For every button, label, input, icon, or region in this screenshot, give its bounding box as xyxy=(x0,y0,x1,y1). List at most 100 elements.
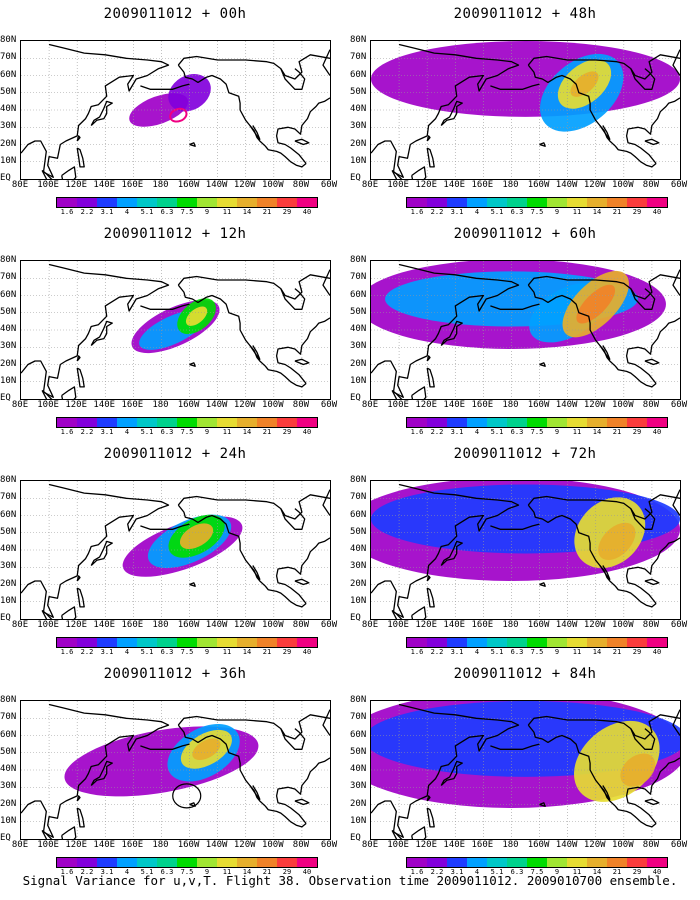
coastline xyxy=(599,565,611,580)
coastline xyxy=(426,807,435,828)
lat-tick-label: 30N xyxy=(350,561,367,572)
coastline xyxy=(294,578,310,586)
coastline xyxy=(76,355,81,362)
colorbar-label: 1.6 xyxy=(60,428,74,436)
lon-tick-label: 160E xyxy=(471,840,494,850)
lon-tick-label: 100E xyxy=(37,620,59,630)
lat-tick-label: 10N xyxy=(0,815,17,826)
coastline xyxy=(672,489,680,516)
coastline xyxy=(76,367,85,388)
lon-tick-label: 100W xyxy=(261,620,284,630)
map-svg xyxy=(371,261,680,399)
variance-contour xyxy=(185,306,208,326)
lon-tick-label: 180 xyxy=(502,180,519,190)
colorbar-swatch xyxy=(217,638,237,647)
colorbar-label: 7.5 xyxy=(180,208,194,216)
colorbar-swatch xyxy=(177,198,197,207)
coastline xyxy=(76,147,85,168)
colorbar-label: 7.5 xyxy=(530,208,544,216)
lon-tick-label: 80E xyxy=(361,840,379,850)
lat-tick-label: 30N xyxy=(350,341,367,352)
colorbar-swatch xyxy=(57,638,77,647)
lat-tick-label: 20N xyxy=(350,798,367,809)
colorbar-swatch xyxy=(467,198,487,207)
coastline xyxy=(322,489,330,516)
colorbar-label: 1.6 xyxy=(60,648,74,656)
colorbar-swatch xyxy=(217,418,237,427)
colorbar-label: 6.3 xyxy=(510,428,524,436)
coastline xyxy=(371,263,520,398)
lon-tick-label: 120W xyxy=(233,400,256,410)
colorbar-label: 1.6 xyxy=(60,208,74,216)
figure-caption: Signal Variance for u,v,T. Flight 38. Ob… xyxy=(22,873,678,888)
coastline xyxy=(644,798,660,806)
colorbar-label: 9 xyxy=(204,648,210,656)
coastline xyxy=(644,138,660,146)
coastline xyxy=(61,606,77,619)
lon-tick-label: 60W xyxy=(320,180,338,190)
lon-tick-label: 140E xyxy=(93,840,116,850)
lon-tick-label: 60W xyxy=(670,620,688,630)
coastline xyxy=(177,504,307,608)
lon-tick-label: 140E xyxy=(93,180,116,190)
colorbar-label: 40 xyxy=(302,648,312,656)
colorbar-swatch xyxy=(487,418,507,427)
colorbar-swatch xyxy=(177,418,197,427)
colorbar-swatch xyxy=(237,418,257,427)
lat-tick-label: 60N xyxy=(350,729,367,740)
coastline xyxy=(625,537,680,604)
lon-tick-label: 100W xyxy=(611,400,634,410)
coastline xyxy=(539,362,546,367)
colorbar-swatch xyxy=(527,858,547,867)
coastline xyxy=(140,303,190,310)
variance-contour xyxy=(179,523,214,549)
coastline xyxy=(490,303,540,310)
coastline xyxy=(527,284,657,388)
lat-tick-label: 70N xyxy=(350,52,367,63)
lon-tick-label: 140E xyxy=(443,840,466,850)
colorbar-label: 4 xyxy=(474,648,480,656)
lon-tick-label: 100E xyxy=(387,180,409,190)
lon-tick-label: 140W xyxy=(555,180,578,190)
colorbar-label: 21 xyxy=(612,868,622,876)
colorbar-swatch xyxy=(407,858,427,867)
lon-tick-label: 160E xyxy=(471,620,494,630)
lat-tick-label: EQ xyxy=(350,613,361,623)
colorbar-swatch xyxy=(647,638,667,647)
colorbar-swatch xyxy=(297,418,317,427)
coastline xyxy=(527,54,680,80)
colorbar-label: 3.1 xyxy=(100,208,114,216)
colorbar xyxy=(56,637,318,648)
coastline xyxy=(426,135,431,142)
coastline xyxy=(426,795,431,802)
coastline xyxy=(411,166,427,179)
forecast-panel: 2009011012 + 12h 80N 70N 60N 50N 40N 30N 20N 10N… xyxy=(0,220,350,445)
colorbar-swatch xyxy=(257,638,277,647)
colorbar-label: 5.1 xyxy=(140,428,154,436)
colorbar-label: 9 xyxy=(204,868,210,876)
colorbar-swatch xyxy=(527,418,547,427)
lat-tick-label: 80N xyxy=(0,695,17,705)
lat-tick-label: 70N xyxy=(350,712,367,723)
lon-tick-label: 80W xyxy=(642,620,660,630)
coastline xyxy=(275,537,330,604)
colorbar-label: 2.2 xyxy=(80,868,94,876)
coastline xyxy=(189,582,196,587)
lon-tick-label: 60W xyxy=(320,840,338,850)
lon-tick-label: 160E xyxy=(471,180,494,190)
coastline xyxy=(61,386,77,399)
panel-title: 2009011012 + 84h xyxy=(453,666,597,682)
coastline xyxy=(189,362,196,367)
colorbar-swatch xyxy=(177,638,197,647)
colorbar-swatch xyxy=(447,638,467,647)
colorbar-label: 14 xyxy=(242,208,252,216)
coastline xyxy=(90,540,113,566)
coastline xyxy=(76,135,81,142)
colorbar-swatch xyxy=(77,198,97,207)
colorbar-swatch xyxy=(237,858,257,867)
coastline xyxy=(440,760,463,786)
coastline xyxy=(294,798,310,806)
colorbar-label: 1.6 xyxy=(410,868,424,876)
lat-tick-label: 50N xyxy=(0,86,17,97)
lon-tick-label: 180 xyxy=(502,400,519,410)
